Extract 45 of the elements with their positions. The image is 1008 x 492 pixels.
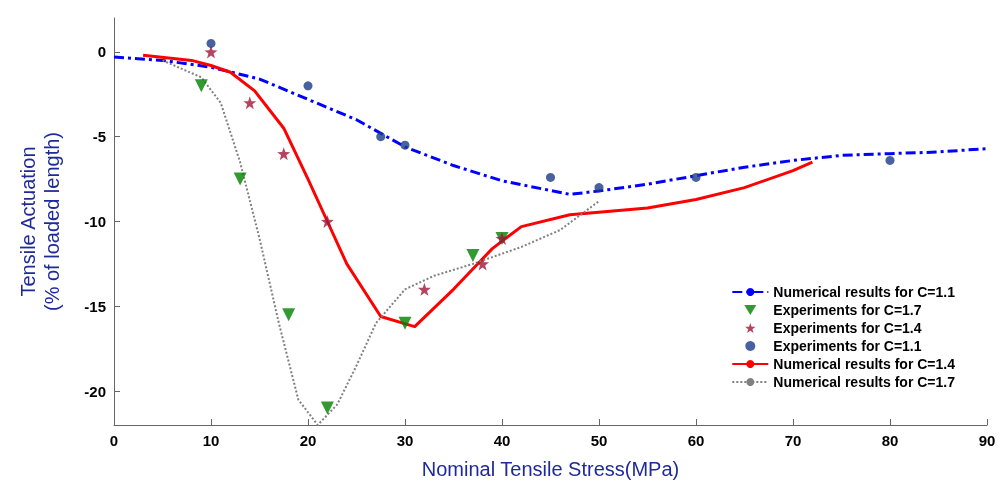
x-tick-label: 50 xyxy=(590,432,608,449)
x-axis-title: Nominal Tensile Stress(MPa) xyxy=(421,458,680,480)
x-tick-label: 30 xyxy=(396,432,414,449)
point xyxy=(885,155,895,165)
line-series xyxy=(112,55,989,196)
y-tick-label: -15 xyxy=(84,297,106,315)
point xyxy=(204,45,218,59)
point xyxy=(476,257,490,271)
x-tick-label: 80 xyxy=(881,432,899,449)
point xyxy=(546,172,555,182)
x-tick-label: 40 xyxy=(493,432,511,449)
legend-label: Numerical results for C=1.7 xyxy=(773,374,956,390)
point xyxy=(400,140,410,150)
point xyxy=(243,96,257,110)
x-tick-label: 20 xyxy=(299,432,317,449)
x-tick-label: 0 xyxy=(109,432,119,449)
point xyxy=(194,79,208,93)
point xyxy=(691,172,701,182)
point xyxy=(417,282,431,296)
y-tick-label: -20 xyxy=(84,382,106,400)
legend-label: Numerical results for C=1.4 xyxy=(773,356,956,372)
point xyxy=(376,132,386,142)
x-tick-label: 60 xyxy=(687,432,705,449)
point xyxy=(594,183,604,193)
y-axis-title: Tensile Actuation (% of loaded length) xyxy=(17,131,63,312)
point xyxy=(277,147,291,161)
line-series xyxy=(161,59,600,426)
point xyxy=(233,172,247,186)
y-tick-label: -5 xyxy=(92,128,106,146)
x-tick-label: 70 xyxy=(784,432,802,449)
x-tick-label: 10 xyxy=(202,432,220,449)
y-tick-label: -10 xyxy=(84,213,106,230)
point xyxy=(320,215,334,228)
point xyxy=(398,316,412,330)
legend-label: Experiments for C=1.1 xyxy=(773,338,922,354)
point xyxy=(320,401,334,415)
point xyxy=(206,38,216,48)
point xyxy=(303,81,313,91)
point xyxy=(282,308,296,322)
x-tick-label: 90 xyxy=(978,432,996,449)
point xyxy=(466,248,480,262)
legend-label: Numerical results for C=1.1 xyxy=(773,284,956,300)
y-tick-label: 0 xyxy=(97,43,106,61)
legend-label: Experiments for C=1.4 xyxy=(773,320,922,336)
legend-label: Experiments for C=1.7 xyxy=(773,302,922,318)
